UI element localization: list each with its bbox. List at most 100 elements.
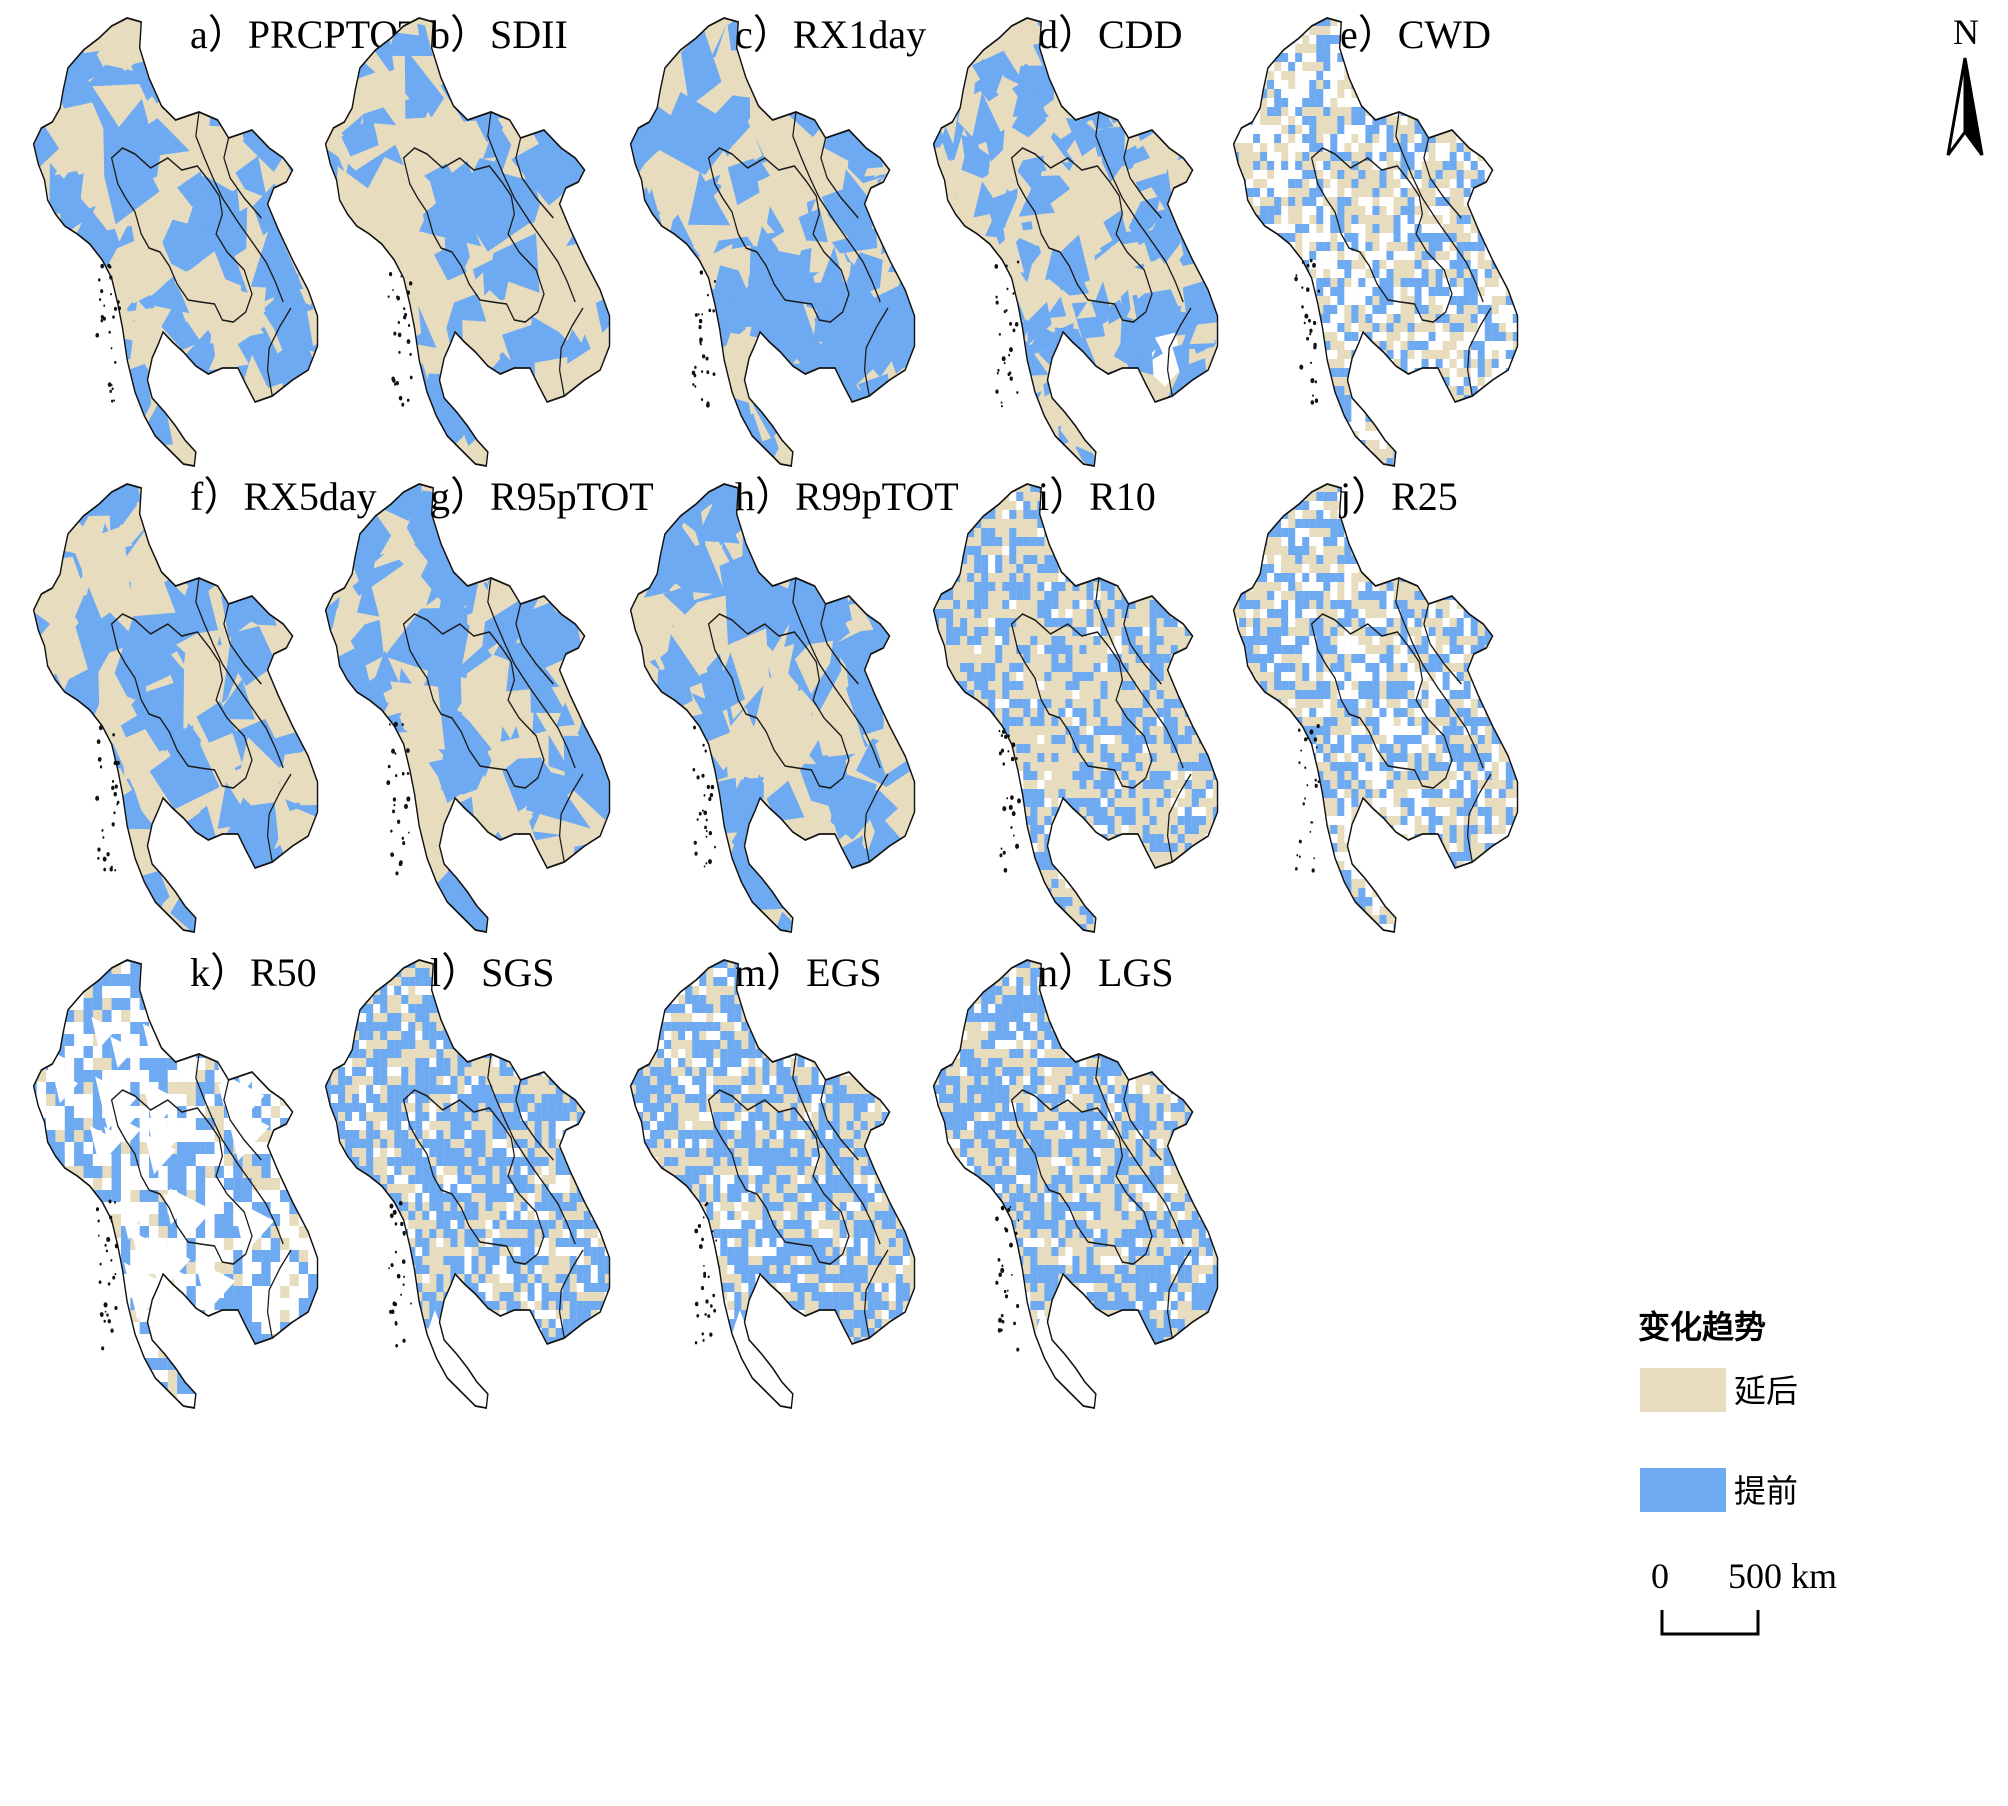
trend-cell: [1456, 323, 1464, 332]
trend-cell: [1246, 717, 1254, 726]
trend-cell: [1114, 564, 1122, 573]
trend-cells: [325, 18, 610, 466]
trend-cell: [1121, 888, 1129, 897]
trend-cell: [1442, 359, 1450, 368]
trend-cell: [1365, 762, 1373, 771]
trend-cell: [925, 897, 932, 906]
trend-cell: [1372, 224, 1380, 233]
trend-cell: [1079, 708, 1087, 717]
trend-cell: [1421, 98, 1436, 107]
island: [1011, 811, 1016, 817]
trend-cell: [1239, 260, 1247, 269]
trend-cell: [1498, 188, 1506, 197]
trend-cell: [1400, 404, 1408, 413]
trend-cell: [1281, 681, 1289, 690]
trend-cell: [1220, 924, 1227, 933]
trend-cell: [1093, 843, 1101, 852]
trend-cell: [889, 570, 915, 600]
trend-cell: [1309, 708, 1317, 717]
trend-cell: [277, 126, 318, 160]
trend-cell: [1142, 582, 1157, 591]
trend-cell: [1323, 645, 1338, 654]
trend-cell: [1365, 528, 1373, 537]
trend-cell: [1156, 582, 1164, 591]
trend-cell: [1407, 422, 1422, 431]
trend-cell: [1351, 341, 1359, 350]
trend-cell: [1044, 699, 1052, 708]
trend-cell: [1227, 501, 1241, 510]
trend-cell: [33, 18, 62, 67]
trend-cell: [786, 367, 803, 405]
trend-cell: [1393, 528, 1401, 537]
island: [97, 757, 102, 762]
trend-cell: [1182, 422, 1211, 446]
trend-cell: [1344, 582, 1352, 591]
trend-cell: [1358, 449, 1366, 458]
trend-cell: [1225, 717, 1232, 726]
country-border: [707, 147, 850, 323]
trend-cell: [1358, 125, 1366, 134]
trend-cell: [974, 564, 982, 573]
trend-cell: [751, 425, 824, 466]
trend-cell: [1281, 726, 1289, 735]
trend-cell: [1379, 278, 1387, 287]
trend-cell: [1512, 699, 1518, 708]
trend-cell: [1288, 404, 1296, 413]
trend-cell: [1512, 332, 1518, 341]
trend-cell: [1037, 717, 1045, 726]
trend-cell: [1379, 143, 1387, 152]
trend-cell: [1009, 474, 1016, 483]
trend-cell: [1421, 636, 1429, 645]
trend-cell: [1337, 636, 1345, 645]
trend-cell: [1274, 305, 1282, 314]
trend-cell: [1205, 341, 1218, 362]
trend-cell: [1527, 413, 1534, 422]
trend-cell: [1177, 816, 1185, 825]
trend-cell: [1184, 843, 1192, 852]
trend-cell: [1163, 417, 1192, 453]
trend-cell: [1149, 609, 1157, 618]
trend-cell: [1142, 717, 1150, 726]
trend-cell: [1037, 825, 1052, 834]
trend-cell: [1505, 645, 1513, 654]
trend-cell: [1337, 116, 1345, 125]
trend-cell: [630, 776, 664, 830]
trend-cell: [1505, 690, 1513, 699]
trend-cell: [1253, 422, 1261, 431]
trend-cell: [69, 269, 111, 300]
trend-cell: [1351, 708, 1359, 717]
trend-cell: [1386, 125, 1394, 134]
trend-cell: [988, 888, 1003, 897]
trend-cell: [1470, 260, 1478, 269]
trend-cell: [1051, 717, 1059, 726]
trend-cell: [1477, 359, 1485, 368]
trend-cell: [953, 528, 961, 537]
island: [401, 836, 405, 840]
trend-cell: [946, 888, 954, 897]
trend-cell: [447, 54, 477, 96]
trend-cell: [1246, 609, 1254, 618]
island: [1001, 356, 1006, 362]
trend-cell: [946, 726, 954, 735]
trend-cell: [1246, 224, 1254, 233]
trend-cell: [1260, 681, 1268, 690]
trend-cell: [1400, 449, 1408, 458]
trend-cell: [1051, 663, 1066, 672]
trend-cell: [1218, 107, 1225, 116]
trend-cell: [1407, 224, 1415, 233]
trend-cell: [209, 81, 242, 128]
trend-cell: [995, 924, 1003, 932]
trend-cell: [1309, 251, 1317, 260]
trend-cell: [1379, 341, 1387, 350]
trend-cell: [1351, 296, 1359, 305]
trend-cell: [33, 792, 43, 819]
trend-cell: [1121, 726, 1136, 735]
trend-cell: [1351, 690, 1359, 699]
trend-cell: [1351, 555, 1366, 564]
country-border: [707, 613, 850, 789]
trend-cell: [1239, 528, 1247, 537]
trend-cell: [1456, 672, 1464, 681]
trend-cell: [1149, 771, 1157, 780]
trend-cell: [1239, 341, 1247, 350]
trend-cell: [1128, 681, 1136, 690]
